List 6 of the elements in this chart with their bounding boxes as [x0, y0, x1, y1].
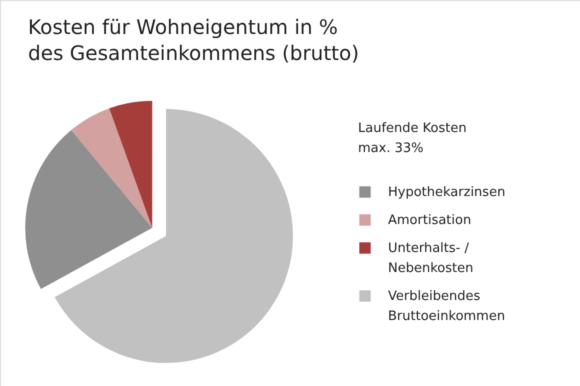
chart-title: Kosten für Wohneigentum in % des Gesamteinkommens (brutto) [28, 15, 360, 65]
legend-label: Hypothekarzinsen [388, 185, 506, 200]
legend-title: Laufende Kosten max. 33% [358, 121, 467, 156]
legend-label: Amortisation [388, 213, 472, 228]
legend-label: Verbleibendes Bruttoeinkommen [388, 289, 506, 324]
legend-label: Unterhalts- / Nebenkosten [388, 241, 474, 276]
